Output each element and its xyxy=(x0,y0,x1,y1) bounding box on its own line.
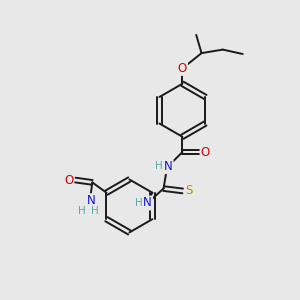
Text: H: H xyxy=(135,198,142,208)
Text: O: O xyxy=(201,146,210,159)
Text: N: N xyxy=(143,196,152,209)
Text: O: O xyxy=(64,173,74,187)
Text: H: H xyxy=(155,161,163,172)
Text: H: H xyxy=(78,206,86,216)
Text: H: H xyxy=(92,206,99,216)
Text: N: N xyxy=(87,194,96,207)
Text: N: N xyxy=(164,160,172,173)
Text: S: S xyxy=(185,184,193,197)
Text: O: O xyxy=(178,62,187,75)
